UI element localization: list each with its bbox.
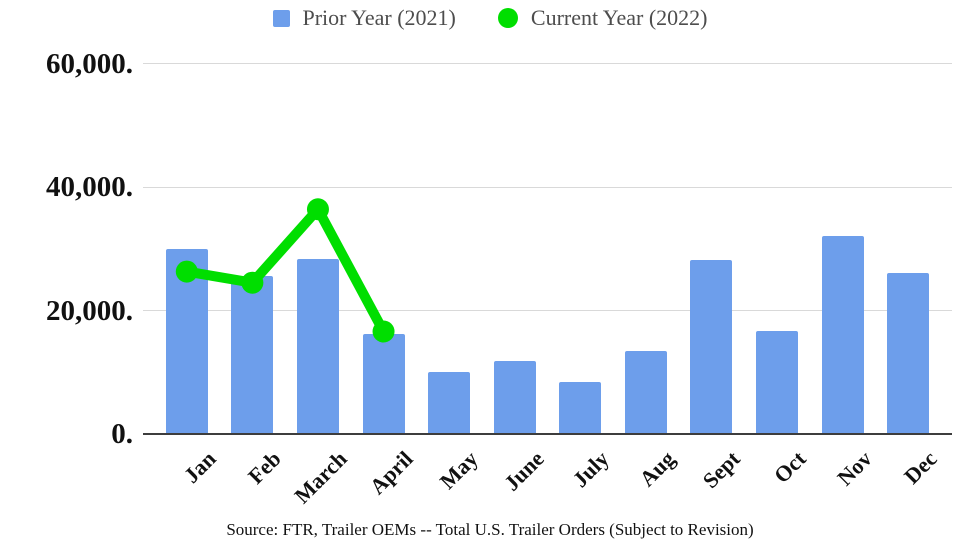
gridline-40000 [143, 186, 952, 188]
legend-label-prior-year: Prior Year (2021) [302, 5, 456, 30]
source-note: Source: FTR, Trailer OEMs -- Total U.S. … [226, 520, 754, 539]
chart-legend: Prior Year (2021) Current Year (2022) [0, 2, 980, 34]
bar-sept [690, 260, 733, 434]
bar-june [493, 360, 536, 434]
bar-dec [887, 273, 930, 434]
current-year-line [181, 204, 389, 337]
bar-july [559, 381, 602, 434]
bar-april [362, 333, 405, 434]
x-axis-label-july: July [567, 446, 614, 493]
gridline-20000 [143, 310, 952, 311]
bar-oct [756, 331, 799, 434]
bar-march [296, 259, 339, 434]
bar-may [428, 372, 471, 434]
x-axis-label-april: April [364, 446, 418, 500]
y-axis-label: 40,000. [46, 171, 133, 203]
x-axis-baseline [143, 433, 952, 435]
square-icon [272, 9, 290, 27]
gridline-60000 [143, 63, 952, 64]
y-axis-label: 20,000. [46, 294, 133, 327]
x-axis-label-nov: Nov [831, 446, 877, 491]
line-marker-march [306, 198, 329, 221]
x-axis-label-oct: Oct [768, 446, 811, 488]
legend-item-current-year: Current Year (2022) [497, 5, 708, 31]
bar-nov [821, 235, 864, 434]
x-axis-label-dec: Dec [899, 446, 942, 489]
x-axis-label-march: March [289, 446, 352, 509]
x-axis-label-aug: Aug [634, 446, 680, 492]
x-axis-label-may: May [434, 446, 483, 494]
legend-label-current-year: Current Year (2022) [530, 5, 708, 30]
bar-feb [231, 275, 274, 434]
x-axis-label-feb: Feb [243, 446, 287, 489]
x-axis-label-jan: Jan [178, 446, 221, 488]
x-axis-label-sept: Sept [698, 446, 746, 494]
bar-aug [624, 350, 667, 434]
circle-icon [497, 8, 518, 28]
legend-item-prior-year: Prior Year (2021) [272, 5, 456, 31]
y-axis-label: 0. [111, 418, 133, 450]
bar-jan [165, 248, 208, 434]
x-axis-label-june: June [498, 446, 549, 496]
y-axis-label: 60,000. [46, 47, 133, 80]
